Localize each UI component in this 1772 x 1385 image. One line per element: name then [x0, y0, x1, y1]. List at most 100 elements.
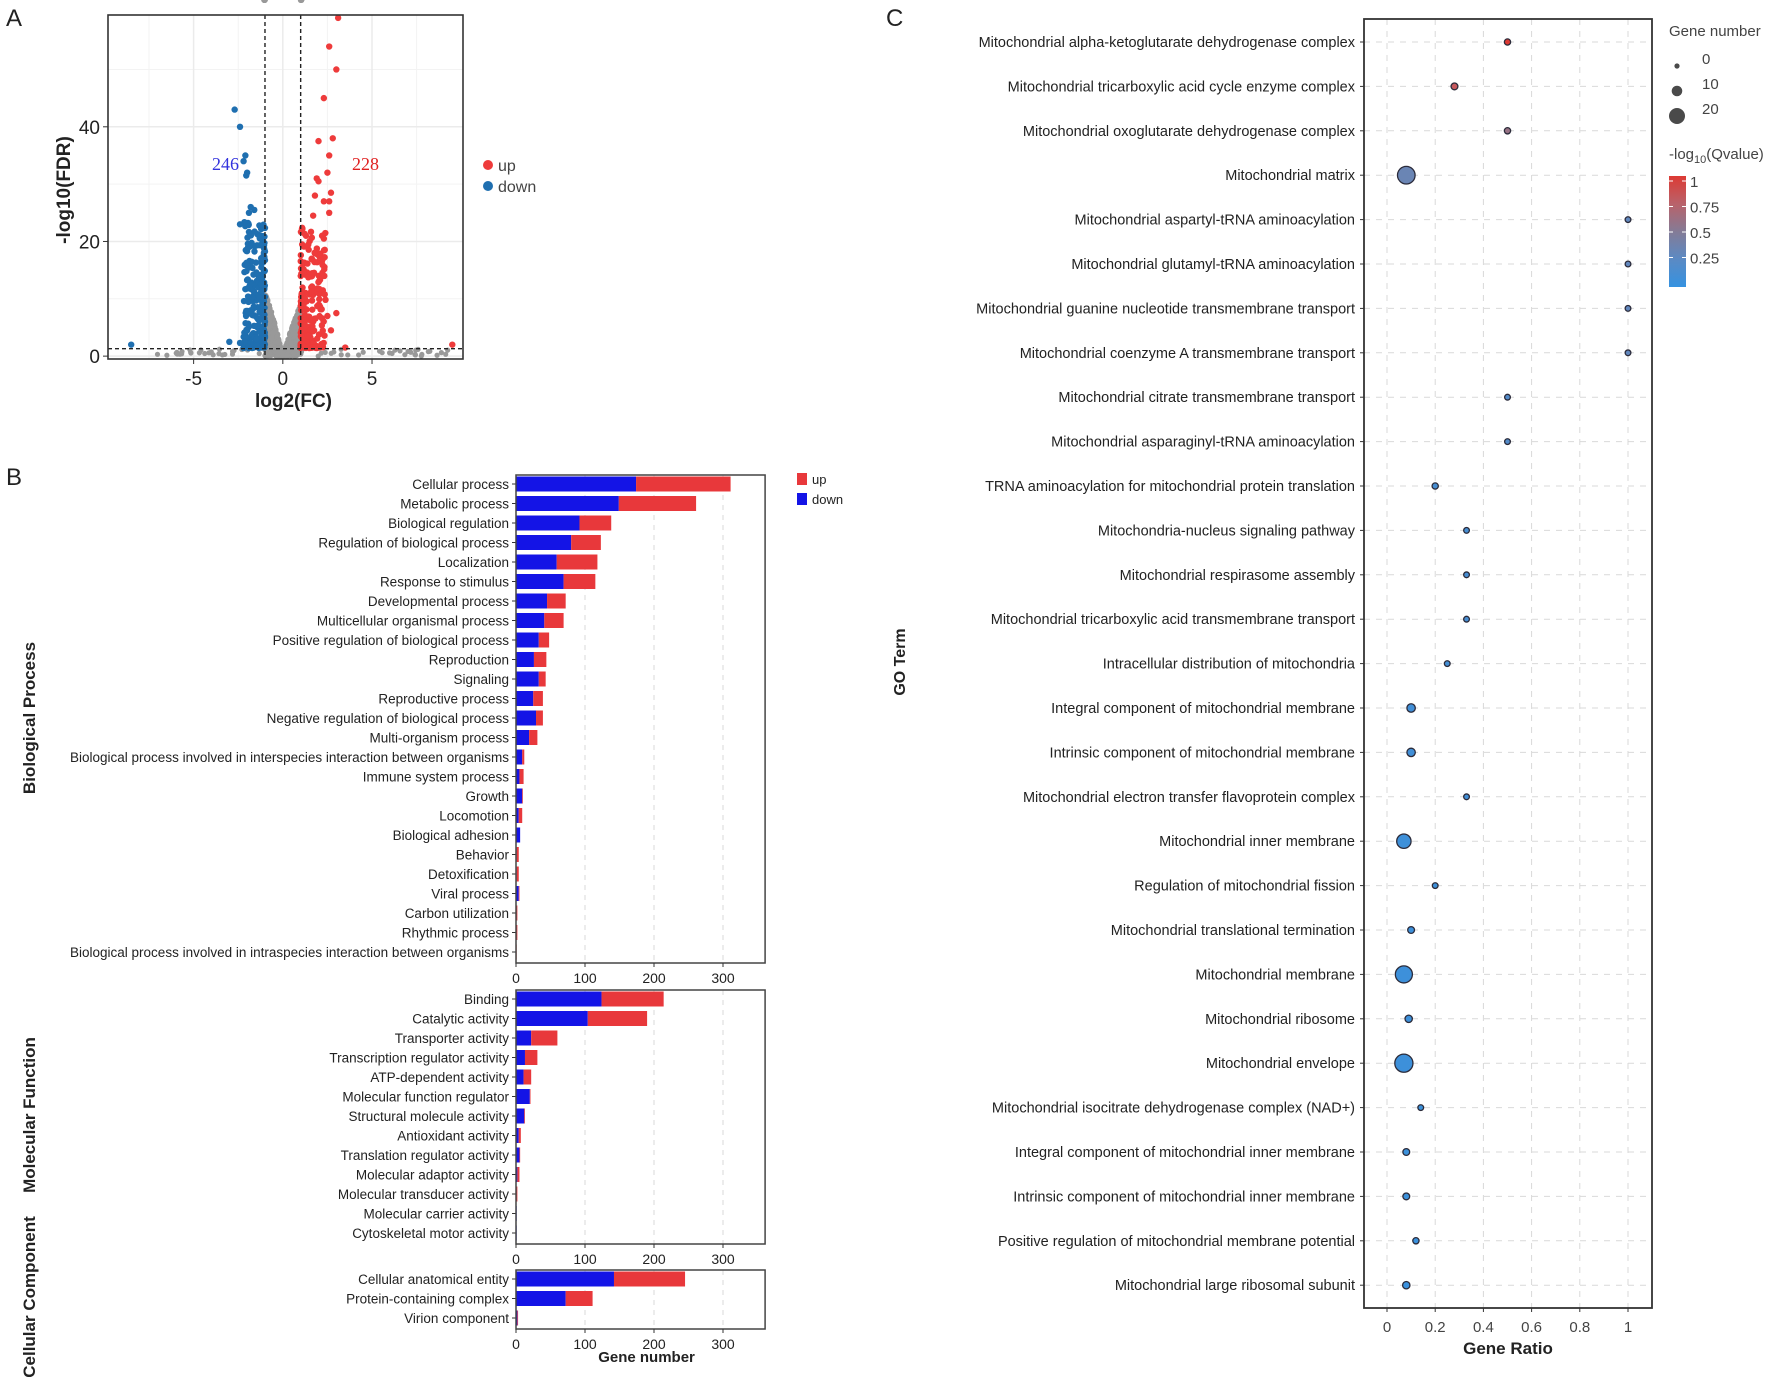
ns-point	[283, 343, 289, 350]
ns-point	[268, 314, 274, 320]
facet-border	[515, 989, 766, 1245]
plot-border	[1363, 18, 1653, 1309]
bar-up	[565, 1291, 593, 1306]
x-tick-label: 200	[642, 970, 666, 986]
up-count-annotation: 228	[352, 154, 379, 174]
category-label: Biological process involved in intraspec…	[70, 945, 509, 960]
bar-up	[536, 710, 543, 726]
down-point	[244, 308, 251, 316]
plot-background	[108, 15, 463, 359]
down-point	[236, 221, 244, 228]
up-point	[309, 344, 316, 351]
go-bubble-plot-panel: C Mitochondrial alpha-ketoglutarate dehyd…	[886, 5, 1764, 1358]
down-point	[253, 335, 260, 343]
up-point	[326, 152, 333, 159]
up-point	[329, 135, 336, 142]
ns-point	[389, 350, 395, 357]
up-point	[302, 322, 309, 330]
volcano-plot-panel: A -5 0 5 0 20 40 log2(FC) -log10(FDR) 246 228 up dow…	[6, 0, 536, 412]
category-label: Rhythmic process	[402, 926, 510, 941]
category-label: Biological adhesion	[393, 828, 509, 843]
ns-point	[271, 320, 278, 327]
bar-up	[517, 1310, 519, 1326]
bubble	[1431, 882, 1439, 890]
up-point	[316, 296, 323, 303]
down-point	[253, 242, 261, 249]
x-tick-label: 0.6	[1521, 1319, 1542, 1336]
down-point	[252, 259, 260, 266]
go-term-label: Integral component of mitochondrial memb…	[1051, 701, 1355, 717]
bar-up	[538, 632, 550, 648]
up-point	[324, 312, 331, 320]
ns-point	[266, 306, 273, 313]
x-tick-label: 0	[278, 369, 289, 390]
go-term-label: Mitochondrial alpha-ketoglutarate dehydr…	[979, 35, 1356, 51]
down-point	[261, 311, 268, 318]
category-label: Biological regulation	[388, 516, 509, 531]
y-tick-label: 0	[89, 347, 100, 368]
down-point	[256, 294, 263, 301]
bar-down	[516, 515, 580, 531]
down-point	[245, 298, 252, 306]
bar-up	[519, 769, 524, 784]
bar-up	[518, 886, 520, 901]
go-term-label: Mitochondrial ribosome	[1205, 1012, 1355, 1028]
legend-swatch-up	[797, 473, 807, 485]
color-legend-title-suffix: (Qvalue)	[1706, 146, 1764, 163]
x-tick-label: 0	[1383, 1319, 1391, 1336]
ns-point	[219, 352, 226, 358]
down-count-annotation: 246	[212, 154, 239, 174]
bubble	[1503, 127, 1512, 135]
category-label: Growth	[465, 789, 509, 804]
ns-point	[175, 351, 181, 357]
bar-down	[516, 788, 523, 804]
go-term-label: Regulation of mitochondrial fission	[1134, 879, 1355, 895]
bubble	[1463, 793, 1471, 801]
color-legend-title-prefix: -log	[1669, 146, 1694, 163]
legend-label-down: down	[498, 179, 536, 196]
ns-point	[360, 349, 366, 355]
bar-up	[516, 847, 519, 862]
ns-point	[288, 340, 295, 347]
go-term-label: Mitochondria-nucleus signaling pathway	[1098, 523, 1356, 539]
ns-point	[216, 346, 223, 352]
category-label: Viral process	[431, 887, 509, 902]
bar-up	[533, 691, 543, 706]
bar-down	[516, 613, 545, 628]
bar-down	[516, 827, 521, 843]
go-term-label: Positive regulation of mitochondrial mem…	[998, 1234, 1355, 1250]
bar-up	[533, 652, 547, 667]
x-tick-label: 5	[367, 369, 378, 390]
category-label: Structural molecule activity	[348, 1109, 509, 1124]
down-point	[241, 338, 249, 345]
down-point	[244, 285, 251, 292]
category-label: Regulation of biological process	[318, 536, 509, 551]
category-label: Translation regulator activity	[341, 1148, 510, 1163]
category-label: Positive regulation of biological proces…	[273, 633, 510, 648]
bar-down	[516, 1291, 566, 1306]
down-point	[253, 269, 260, 276]
ns-point	[397, 348, 403, 354]
category-label: Signaling	[453, 672, 509, 687]
category-label: Molecular adaptor activity	[356, 1168, 509, 1183]
bar-down	[516, 652, 534, 667]
up-point	[309, 323, 316, 330]
go-term-label: Mitochondrial tricarboxylic acid transme…	[991, 612, 1355, 628]
bar-down	[516, 749, 523, 765]
category-label: Protein-containing complex	[346, 1292, 509, 1307]
facet-title: Biological Process	[20, 642, 39, 794]
down-point	[253, 342, 261, 349]
go-term-label: Mitochondrial guanine nucleotide transme…	[976, 301, 1355, 317]
up-point	[302, 306, 310, 313]
y-tick-label: 20	[79, 232, 100, 253]
down-point	[257, 281, 265, 288]
up-point	[342, 344, 349, 351]
bar-down	[516, 1011, 588, 1026]
bubble	[1406, 747, 1416, 758]
x-tick-label: 100	[573, 1251, 597, 1267]
up-point	[309, 306, 316, 313]
bar-up	[529, 1089, 531, 1104]
go-classification-bar-panel: B Cellular process Metabolic process Biolog…	[6, 464, 843, 1378]
bubble	[1431, 482, 1439, 490]
